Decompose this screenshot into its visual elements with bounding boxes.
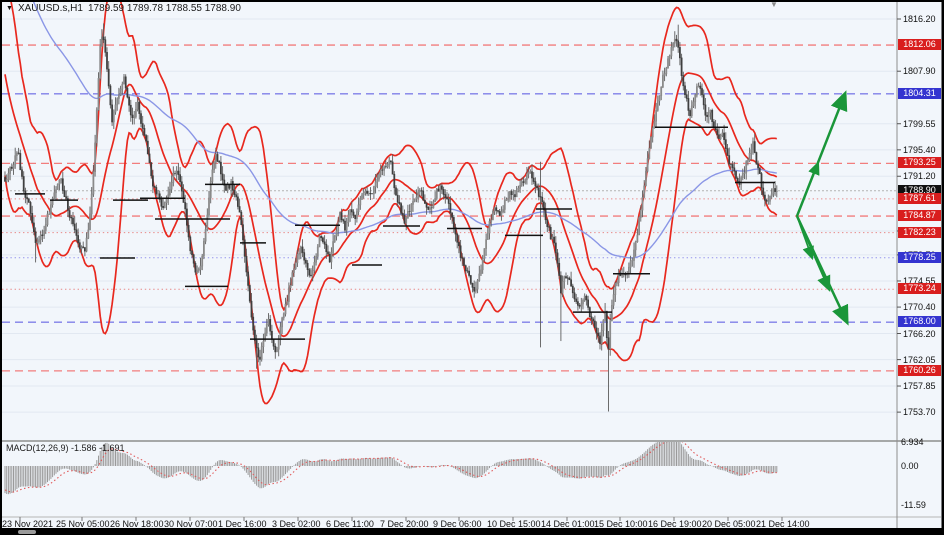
chart-background (2, 2, 942, 528)
macd-layer (4, 442, 778, 495)
target-arrow[interactable] (795, 215, 849, 326)
grid-lines (2, 18, 897, 413)
autoscroll-marker-icon[interactable]: ▼ (770, 0, 778, 9)
projection-arrows[interactable] (795, 90, 849, 326)
ma-blue (32, 2, 777, 259)
candles-layer (4, 23, 778, 412)
bollinger-lower (4, 118, 778, 405)
axis-tick-marks (19, 18, 901, 521)
h-scrollbar-thumb[interactable] (18, 530, 36, 534)
target-arrow[interactable] (795, 90, 848, 217)
structure-lines[interactable] (15, 126, 775, 340)
bollinger-middle (4, 72, 778, 338)
